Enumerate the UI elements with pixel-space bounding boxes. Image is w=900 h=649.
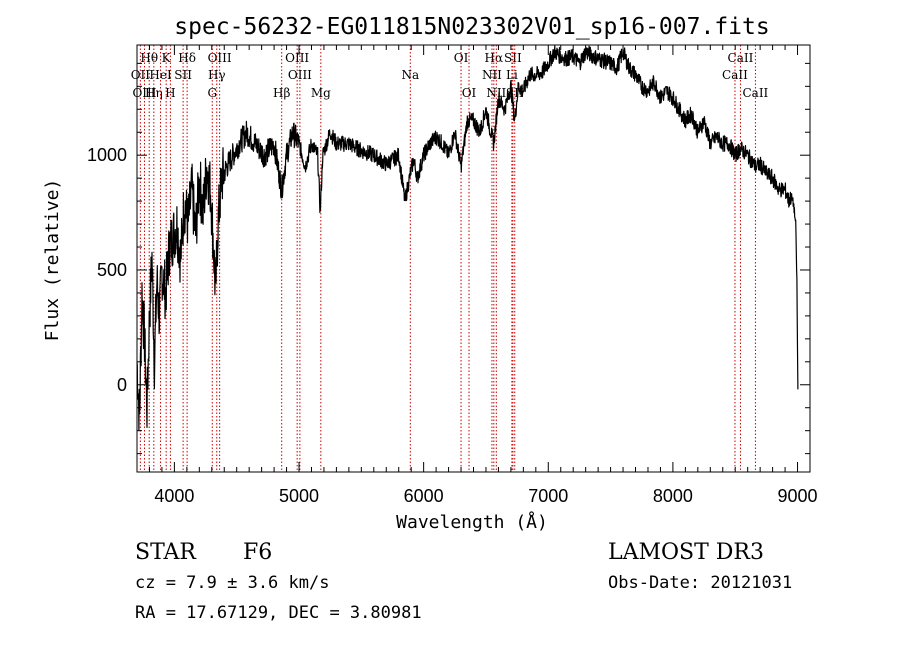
line-marker-label: Hη bbox=[145, 86, 163, 100]
line-marker-label: CaII bbox=[722, 68, 748, 82]
y-tick-label: 0 bbox=[117, 375, 127, 395]
line-marker-label: OI bbox=[454, 51, 469, 65]
flux-series-line bbox=[136, 45, 799, 431]
line-marker-label: Hα bbox=[485, 51, 504, 65]
line-marker-label: Mg bbox=[311, 86, 331, 100]
line-marker-label: K bbox=[162, 51, 172, 65]
line-marker-label: OII bbox=[131, 68, 151, 82]
line-marker-label: SII bbox=[504, 51, 522, 65]
line-marker-label: OIII bbox=[288, 68, 312, 82]
x-tick-label: 9000 bbox=[778, 486, 818, 506]
x-tick-label: 8000 bbox=[653, 486, 693, 506]
line-marker-label: OIII bbox=[208, 51, 232, 65]
line-marker-label: H bbox=[165, 86, 175, 100]
line-marker-label: OI bbox=[462, 86, 477, 100]
x-axis-label: Wavelength (Å) bbox=[396, 511, 548, 533]
line-marker-label: Li bbox=[506, 68, 518, 82]
plot-frame bbox=[136, 44, 811, 473]
line-marker-label: Hβ bbox=[273, 86, 290, 100]
x-tick-label: 6000 bbox=[404, 486, 444, 506]
x-tick-label: 7000 bbox=[528, 486, 568, 506]
line-marker-label: NII bbox=[486, 86, 506, 100]
coordinates: RA = 17.67129, DEC = 3.80981 bbox=[135, 603, 422, 623]
line-marker-label: SII bbox=[174, 68, 192, 82]
redshift-cz: cz = 7.9 ± 3.6 km/s bbox=[135, 573, 330, 593]
y-axis: 0 500 1000 bbox=[87, 62, 810, 455]
line-marker-label: G bbox=[207, 86, 217, 100]
line-marker-label: Na bbox=[401, 68, 419, 82]
y-tick-label: 500 bbox=[97, 260, 127, 280]
line-marker-label: Hδ bbox=[178, 51, 196, 65]
chart-title: spec-56232-EG011815N023302V01_sp16-007.f… bbox=[174, 14, 769, 40]
survey-name: LAMOST DR3 bbox=[608, 540, 764, 565]
line-marker-label: CaII bbox=[742, 86, 768, 100]
object-class: STAR bbox=[135, 540, 196, 565]
line-marker-label: NII bbox=[482, 68, 502, 82]
line-marker-label: OIII bbox=[285, 51, 309, 65]
x-tick-label: 5000 bbox=[279, 486, 319, 506]
line-marker-label: HeI bbox=[149, 68, 172, 82]
y-axis-label: Flux (relative) bbox=[42, 179, 63, 342]
x-axis: 4000 5000 6000 7000 8000 9000 bbox=[136, 45, 818, 506]
obs-date: Obs-Date: 20121031 bbox=[608, 573, 793, 593]
line-marker-label: Hγ bbox=[208, 68, 226, 82]
x-tick-label: 4000 bbox=[154, 486, 194, 506]
line-marker-label: OIII bbox=[132, 86, 156, 100]
y-tick-label: 1000 bbox=[87, 145, 127, 165]
object-subclass: F6 bbox=[243, 540, 273, 565]
line-marker-label: CaII bbox=[728, 51, 754, 65]
line-marker-label: Hθ bbox=[140, 51, 158, 65]
